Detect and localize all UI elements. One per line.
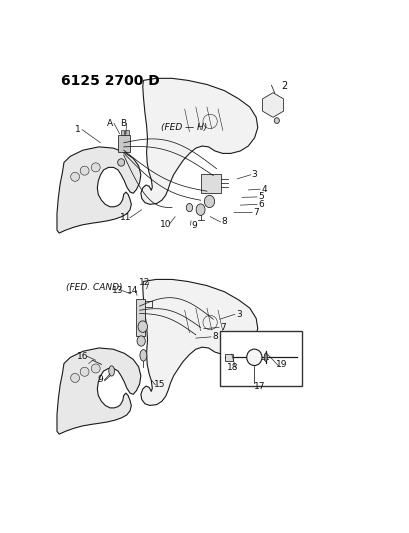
Ellipse shape: [108, 366, 114, 376]
Text: 6: 6: [257, 200, 263, 209]
Bar: [118, 134, 130, 152]
Text: 11: 11: [120, 213, 131, 222]
Polygon shape: [57, 348, 141, 434]
Text: 16: 16: [77, 352, 89, 361]
Text: 14: 14: [126, 286, 137, 295]
Polygon shape: [141, 279, 257, 406]
Text: 7: 7: [253, 208, 258, 217]
Polygon shape: [57, 147, 141, 233]
Text: 9: 9: [97, 375, 103, 384]
Text: 3: 3: [235, 310, 241, 319]
Bar: [200, 174, 221, 193]
Bar: [120, 131, 124, 134]
Text: 17: 17: [253, 382, 265, 391]
Text: B: B: [119, 118, 126, 127]
Bar: [225, 354, 233, 361]
Ellipse shape: [274, 118, 279, 124]
Text: 8: 8: [221, 217, 227, 227]
Ellipse shape: [70, 374, 79, 383]
Text: 7: 7: [219, 323, 225, 332]
Text: 9: 9: [191, 221, 197, 230]
Ellipse shape: [196, 204, 204, 215]
Text: 15: 15: [153, 381, 165, 390]
Bar: [219, 330, 301, 386]
Ellipse shape: [138, 321, 147, 333]
Text: (FED — H): (FED — H): [160, 123, 207, 132]
Ellipse shape: [137, 336, 145, 346]
Text: 19: 19: [275, 360, 287, 369]
Ellipse shape: [246, 349, 261, 366]
Bar: [125, 131, 129, 134]
Text: 3: 3: [251, 170, 257, 179]
Ellipse shape: [91, 364, 100, 373]
Ellipse shape: [263, 353, 267, 361]
Ellipse shape: [186, 204, 192, 212]
Text: 6125 2700 D: 6125 2700 D: [61, 74, 159, 88]
Polygon shape: [262, 93, 283, 117]
Ellipse shape: [80, 367, 89, 376]
Bar: [135, 298, 144, 336]
Text: 8: 8: [211, 333, 217, 341]
Ellipse shape: [117, 159, 124, 166]
Text: A: A: [107, 118, 113, 127]
Ellipse shape: [139, 350, 146, 361]
Text: 18: 18: [226, 363, 238, 372]
Text: 13: 13: [112, 286, 124, 295]
Text: 4: 4: [261, 184, 266, 193]
Text: 1: 1: [75, 125, 81, 134]
Text: (FED. CAND): (FED. CAND): [65, 283, 122, 292]
Ellipse shape: [91, 163, 100, 172]
Text: 2: 2: [281, 82, 287, 92]
Text: 10: 10: [160, 220, 171, 229]
Text: 5: 5: [257, 192, 263, 201]
Ellipse shape: [70, 172, 79, 181]
Ellipse shape: [80, 166, 89, 175]
Ellipse shape: [204, 195, 214, 208]
Polygon shape: [141, 78, 257, 204]
Text: 12: 12: [139, 278, 150, 287]
